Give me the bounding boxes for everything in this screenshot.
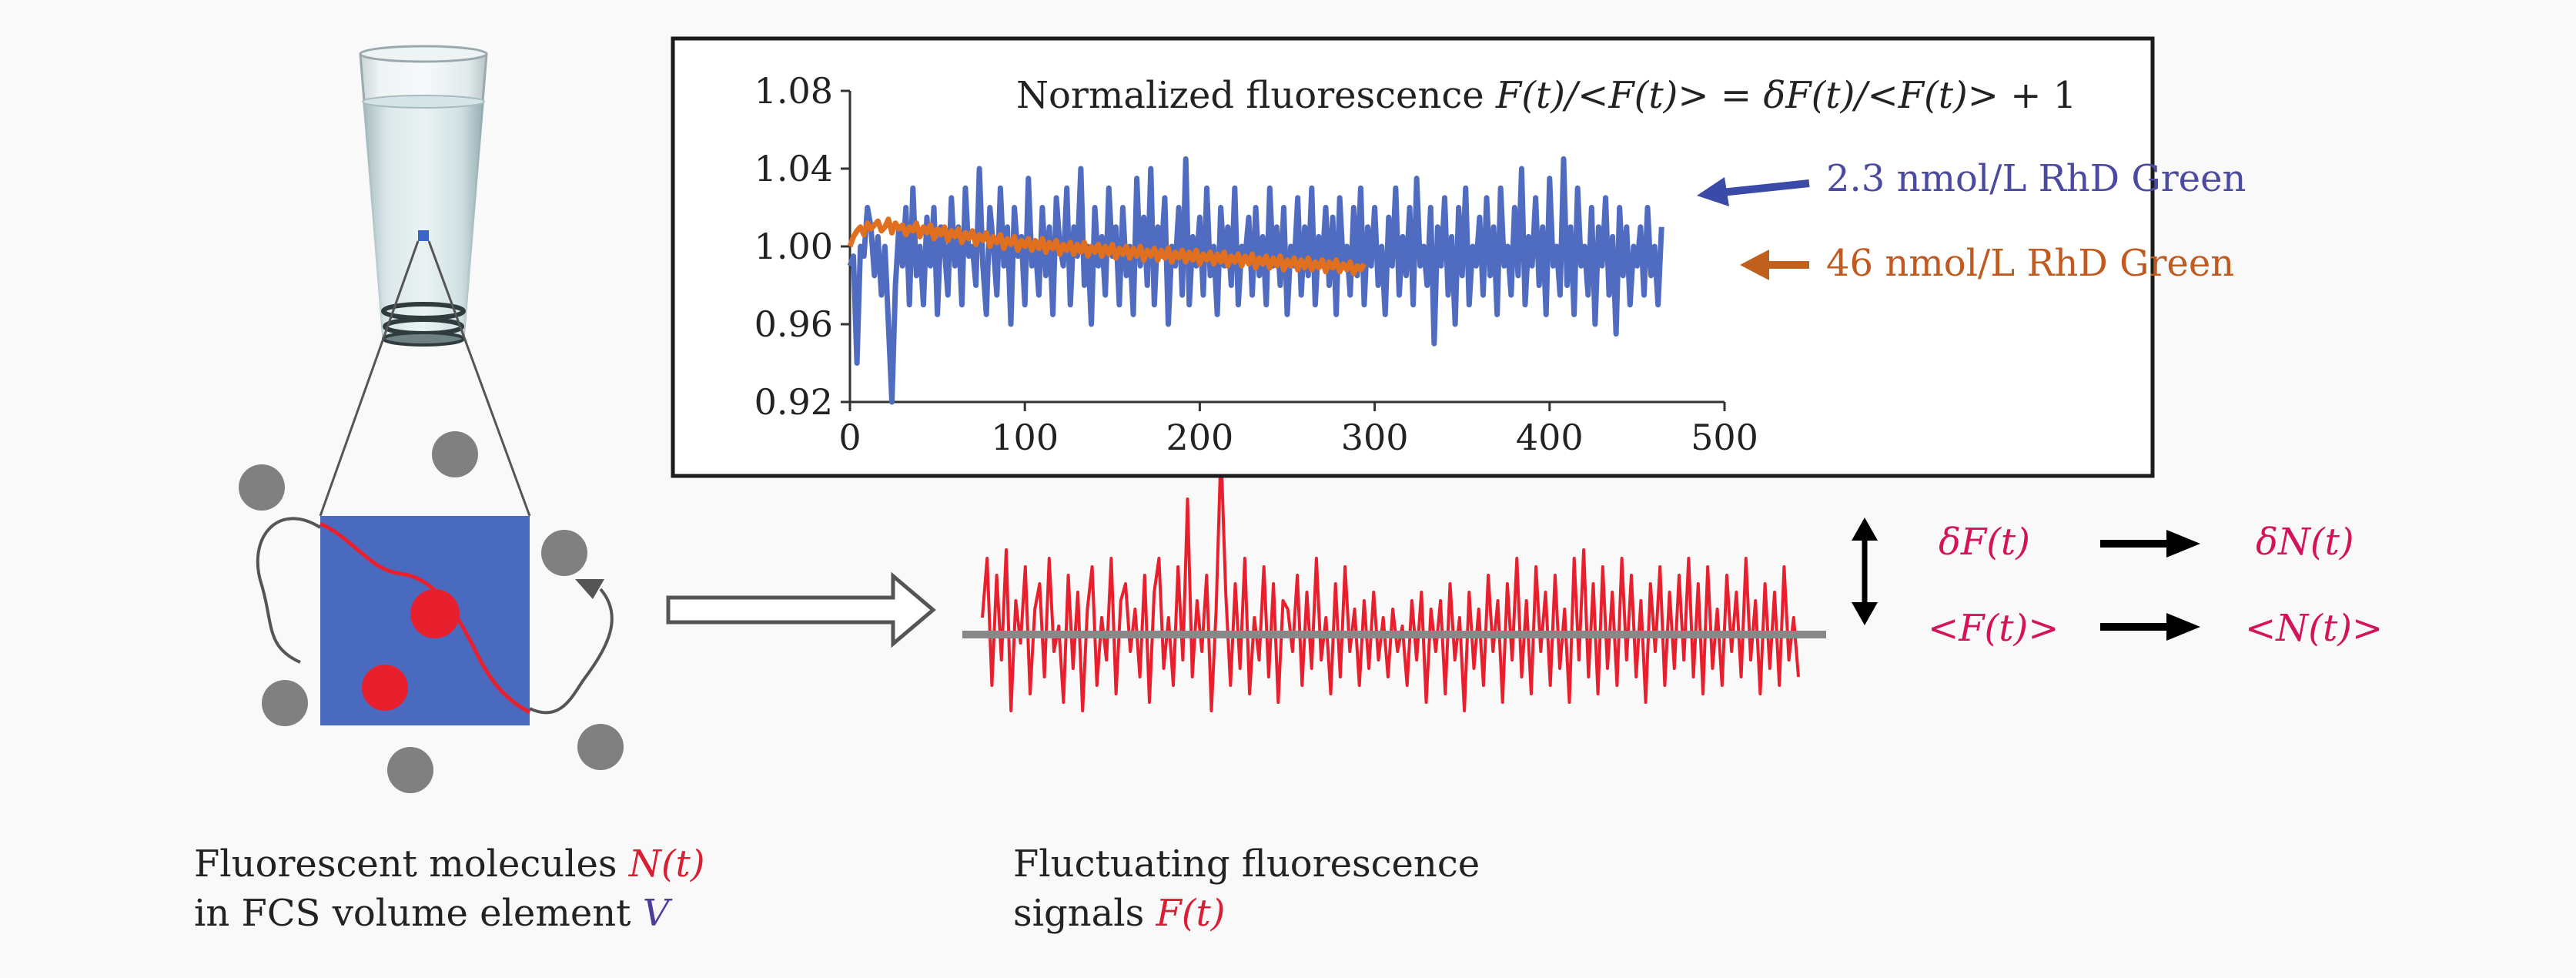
caption-var-F: F(t) (1156, 892, 1226, 935)
legend-label-dilute: 2.3 nmol/L RhD Green (1826, 157, 2246, 200)
y-tick-label: 1.04 (754, 148, 833, 189)
molecule-inside (410, 589, 460, 638)
signal-caption: Fluctuating fluorescence signals F(t) (1013, 839, 1480, 938)
y-tick-label: 0.96 (754, 303, 833, 345)
legend-label-concentrated: 46 nmol/L RhD Green (1826, 242, 2234, 285)
volume-marker (418, 230, 429, 241)
y-axis-ticks: 1.08 1.04 1.00 0.96 0.92 (754, 70, 850, 423)
molecule-inside (362, 665, 408, 711)
x-tick-label: 200 (1166, 417, 1233, 458)
relation-mean-N: <N(t)> (2245, 607, 2383, 650)
volume-element (239, 431, 624, 793)
molecule-outside (432, 431, 478, 477)
relation-mean-F: <F(t)> (1928, 607, 2059, 650)
trajectory-outside-right (529, 588, 614, 715)
legend-concentrated: 46 nmol/L RhD Green (1740, 242, 2234, 285)
y-tick-label: 1.08 (754, 70, 833, 112)
x-axis-ticks: 0 100 200 300 400 500 (838, 402, 1758, 458)
caption-text: Fluorescent molecules (194, 842, 629, 886)
series-line-dilute (847, 156, 1664, 405)
chart: Normalized fluorescence F(t)/<F(t)> = δF… (671, 36, 2246, 478)
x-tick-label: 100 (991, 417, 1059, 458)
series-line-concentrated (847, 216, 1367, 276)
relation-fluct-F: δF(t) (1939, 521, 2030, 564)
water-glass (359, 45, 488, 347)
molecule-outside (387, 747, 433, 793)
caption-text: signals (1013, 892, 1156, 935)
zoom-line-right (427, 240, 531, 517)
signal-trace (962, 447, 1826, 712)
volume-caption: Fluorescent molecules N(t) in FCS volume… (194, 839, 705, 938)
x-tick-label: 400 (1516, 417, 1584, 458)
x-tick-label: 500 (1691, 417, 1758, 458)
caption-var-V: V (642, 892, 670, 935)
molecule-outside (262, 680, 308, 726)
legend-dilute: 2.3 nmol/L RhD Green (1697, 157, 2246, 206)
trajectory-outside-left (256, 517, 322, 664)
caption-text: Fluctuating fluorescence (1013, 842, 1480, 886)
zoom-line-left (319, 240, 420, 517)
signal-line (981, 447, 1800, 712)
chart-title: Normalized fluorescence F(t)/<F(t)> = δF… (1016, 74, 2076, 117)
hollow-right-arrow (666, 571, 936, 648)
y-tick-label: 1.00 (754, 226, 833, 267)
relation-fluct-N: δN(t) (2256, 521, 2354, 564)
molecule-outside (541, 530, 587, 576)
y-tick-label: 0.92 (754, 381, 833, 423)
molecule-outside (577, 724, 624, 770)
molecule-outside (239, 464, 285, 511)
x-tick-label: 300 (1341, 417, 1409, 458)
x-tick-label: 0 (838, 417, 861, 458)
caption-var-N: N(t) (628, 842, 705, 886)
series-layer (847, 156, 1664, 405)
double-vertical-arrow (1852, 517, 1878, 625)
caption-text: in FCS volume element (194, 892, 643, 935)
relations: δF(t) δN(t) <F(t)> <N(t)> (1928, 521, 2383, 650)
trajectory-arrowhead (575, 579, 604, 599)
